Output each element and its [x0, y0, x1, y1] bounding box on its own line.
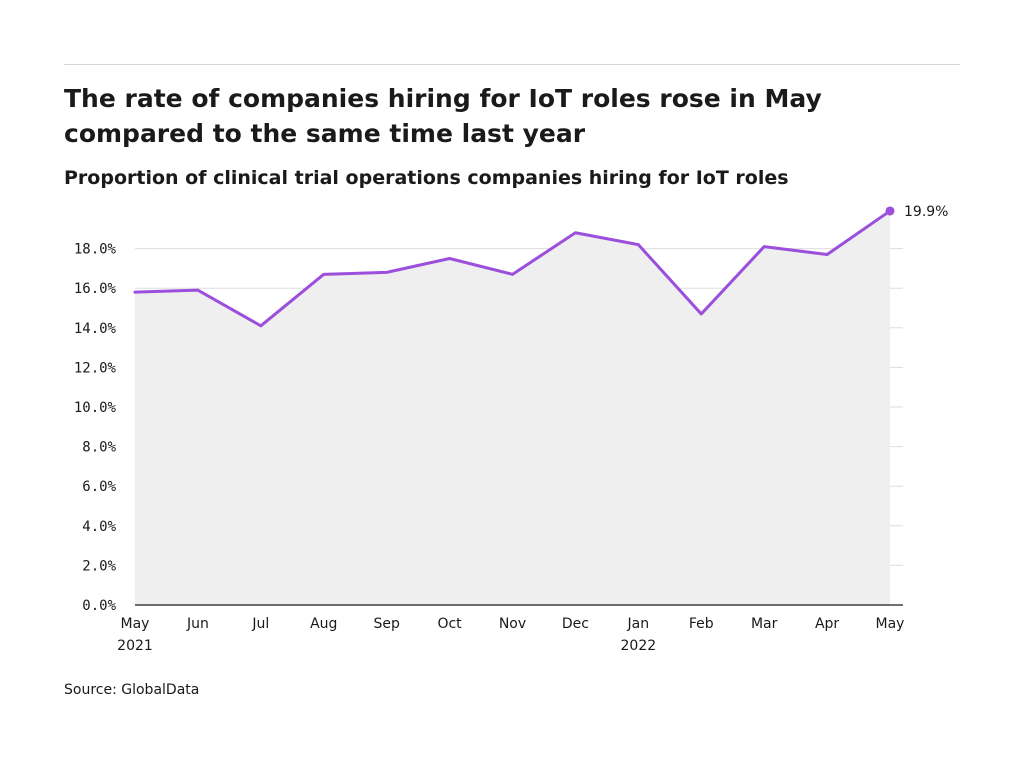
y-tick-label: 4.0%: [82, 519, 116, 535]
y-tick-label: 14.0%: [74, 321, 117, 337]
end-value-label: 19.9%: [904, 204, 948, 220]
x-tick-label: Jun: [186, 616, 209, 632]
data-point: [322, 272, 326, 276]
y-tick-label: 10.0%: [74, 400, 117, 416]
data-point: [511, 272, 515, 276]
data-point: [699, 312, 703, 316]
x-tick-label: Jan: [627, 616, 650, 632]
data-point: [385, 270, 389, 274]
x-tick-label: Nov: [499, 616, 526, 632]
top-rule: [64, 64, 960, 65]
series-line: [133, 209, 892, 328]
x-tick-year-label: 2022: [621, 638, 657, 654]
x-tick-label: Apr: [815, 616, 839, 632]
y-tick-label: 6.0%: [82, 479, 116, 495]
chart-title: The rate of companies hiring for IoT rol…: [64, 84, 822, 148]
data-point: [825, 253, 829, 257]
x-tick-label: Mar: [751, 616, 778, 632]
data-point: [133, 290, 137, 294]
x-tick-label: May: [876, 616, 905, 632]
area-under-line: [135, 210, 890, 606]
y-tick-label: 0.0%: [82, 598, 116, 614]
data-point: [448, 257, 452, 261]
chart-subtitle: Proportion of clinical trial operations …: [64, 167, 789, 189]
data-point: [636, 243, 640, 247]
y-tick-label: 12.0%: [74, 360, 117, 376]
series: 19.9%: [133, 204, 948, 328]
data-point: [762, 245, 766, 249]
source-note: Source: GlobalData: [64, 682, 200, 698]
x-tick-label: Feb: [689, 616, 714, 632]
y-axis: 0.0% 2.0% 4.0% 6.0% 8.0% 10.0% 12.0% 14.0% 16.0%…: [74, 242, 117, 614]
y-tick-label: 2.0%: [82, 558, 116, 574]
data-point: [196, 288, 200, 292]
end-point-marker: [885, 206, 895, 216]
area-fill: [135, 210, 890, 606]
data-point: [573, 231, 577, 235]
x-tick-label: Dec: [562, 616, 589, 632]
data-point: [259, 324, 263, 328]
x-tick-label: Jul: [251, 616, 269, 632]
x-tick-year-label: 2021: [117, 638, 153, 654]
y-tick-label: 8.0%: [82, 440, 116, 456]
x-axis: May 2021 Jun Jul Aug Sep Oct Nov Dec Jan 2022 Feb Ma…: [117, 604, 905, 654]
x-tick-label: May: [121, 616, 150, 632]
y-tick-label: 16.0%: [74, 281, 117, 297]
y-tick-label: 18.0%: [74, 242, 117, 258]
x-tick-label: Oct: [437, 616, 462, 632]
x-tick-label: Aug: [310, 616, 337, 632]
x-tick-label: Sep: [373, 616, 400, 632]
